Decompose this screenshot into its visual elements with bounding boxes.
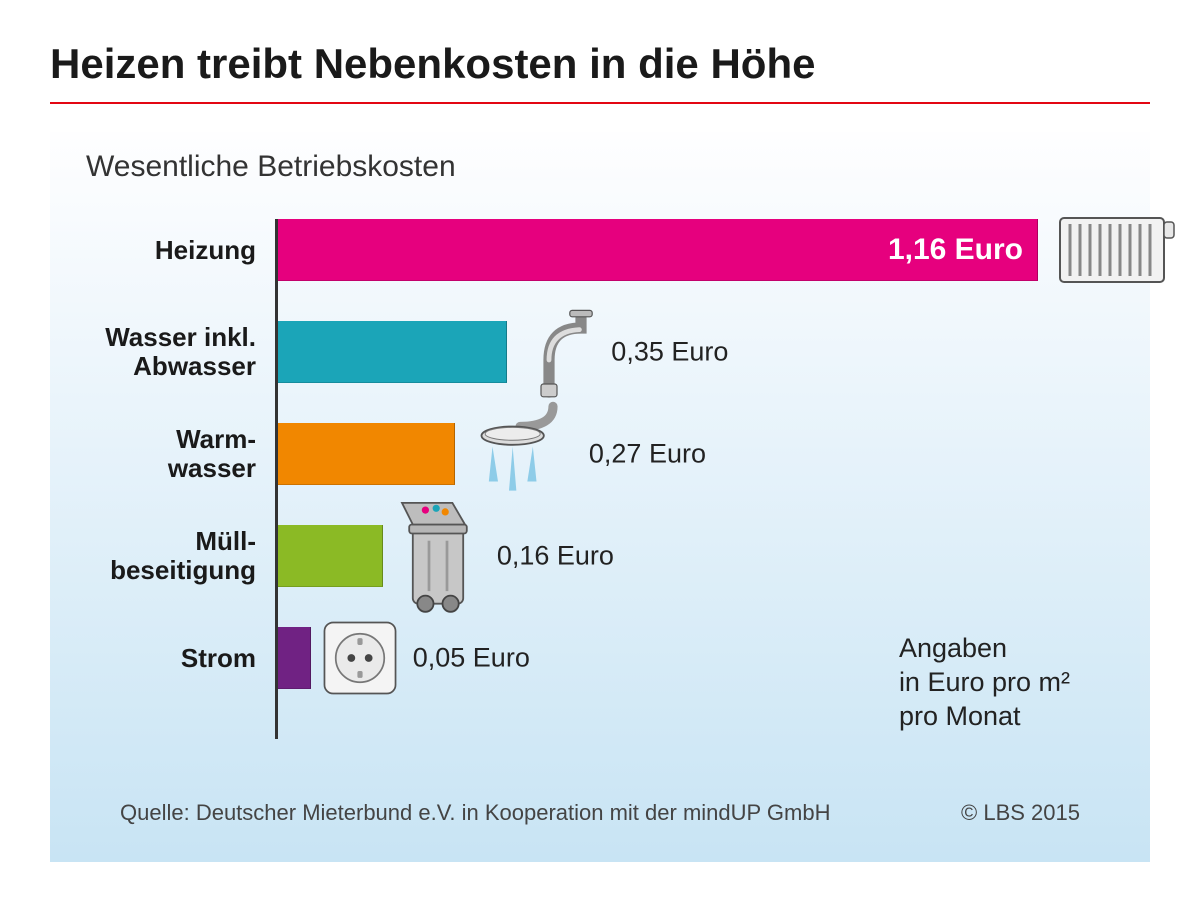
bar-value: 0,05 Euro <box>413 643 530 674</box>
copyright-text: © LBS 2015 <box>961 800 1080 826</box>
bar <box>278 627 311 689</box>
unit-note: Angaben in Euro pro m² pro Monat <box>899 632 1070 733</box>
bar-label: Strom <box>80 644 266 673</box>
footer: Quelle: Deutscher Mieterbund e.V. in Koo… <box>120 800 1080 826</box>
bar-wrap: 0,16 Euro <box>278 525 1120 587</box>
chart-panel: Wesentliche Betriebskosten Heizung 1,16 E… <box>50 132 1150 862</box>
bar-wrap: 1,16 Euro <box>278 219 1120 281</box>
chart-subtitle: Wesentliche Betriebskosten <box>86 150 1120 184</box>
trash-icon <box>393 496 483 621</box>
bar-label: Warm- wasser <box>80 425 266 482</box>
bar-value: 0,16 Euro <box>497 541 614 572</box>
bar <box>278 423 455 485</box>
bar-value: 0,27 Euro <box>589 439 706 470</box>
bar-value: 0,35 Euro <box>611 337 728 368</box>
bar-label: Heizung <box>80 236 266 265</box>
bar <box>278 321 507 383</box>
bar-row: Müll- beseitigung 0,16 Euro <box>80 525 1120 587</box>
socket-icon <box>321 619 399 702</box>
radiator-icon <box>1056 210 1176 295</box>
faucet-icon <box>517 297 597 412</box>
bar-row: Warm- wasser 0,27 Euro <box>80 423 1120 485</box>
bar <box>278 525 383 587</box>
bar-wrap: 0,27 Euro <box>278 423 1120 485</box>
bar-wrap: 0,35 Euro <box>278 321 1120 383</box>
page-title: Heizen treibt Nebenkosten in die Höhe <box>50 40 1150 88</box>
title-rule <box>50 102 1150 104</box>
bar-value: 1,16 Euro <box>888 233 1023 267</box>
source-text: Quelle: Deutscher Mieterbund e.V. in Koo… <box>120 800 830 826</box>
bar-label: Müll- beseitigung <box>80 527 266 584</box>
bar-label: Wasser inkl. Abwasser <box>80 323 266 380</box>
bar-row: Heizung 1,16 Euro <box>80 219 1120 281</box>
bar-row: Wasser inkl. Abwasser 0,35 Euro <box>80 321 1120 383</box>
bar: 1,16 Euro <box>278 219 1038 281</box>
